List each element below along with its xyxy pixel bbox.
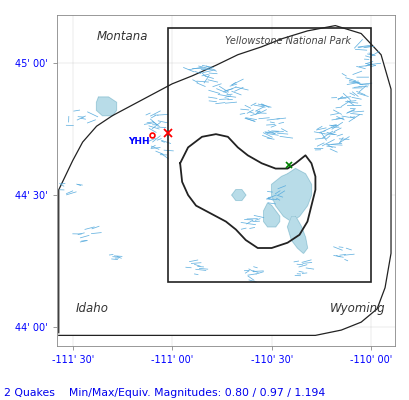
Text: Yellowstone National Park: Yellowstone National Park xyxy=(224,36,350,46)
Text: YHH: YHH xyxy=(127,137,149,146)
Text: Montana: Montana xyxy=(97,30,148,43)
Bar xyxy=(168,28,370,282)
Text: Wyoming: Wyoming xyxy=(328,302,384,316)
Polygon shape xyxy=(58,26,390,335)
Polygon shape xyxy=(97,97,116,116)
Text: 2 Quakes    Min/Max/Equiv. Magnitudes: 0.80 / 0.97 / 1.194: 2 Quakes Min/Max/Equiv. Magnitudes: 0.80… xyxy=(4,388,325,398)
Text: Idaho: Idaho xyxy=(76,302,109,316)
Polygon shape xyxy=(231,190,245,200)
Polygon shape xyxy=(271,168,311,222)
Polygon shape xyxy=(287,216,307,253)
Polygon shape xyxy=(263,203,279,227)
